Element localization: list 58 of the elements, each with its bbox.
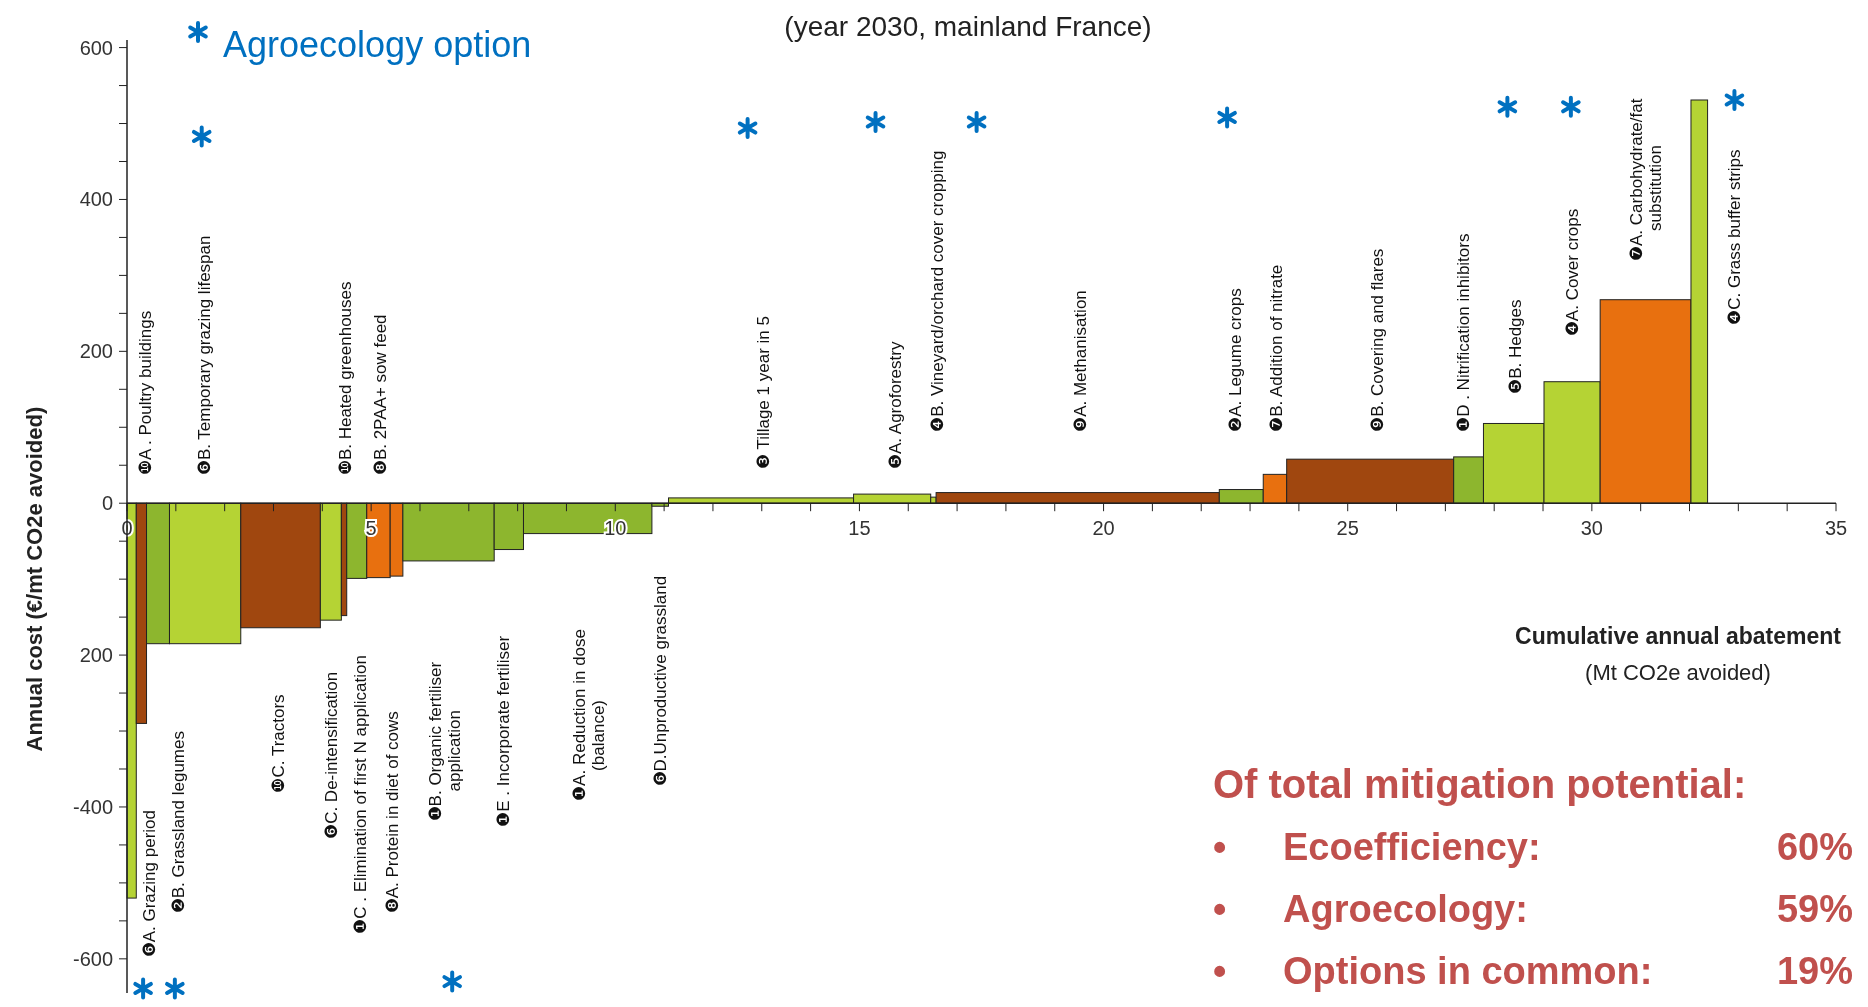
annotation: ❶A. Reduction in dose (balance)	[569, 628, 608, 801]
chart-subtitle: (year 2030, mainland France)	[784, 11, 1152, 42]
x-tick-label: 0	[121, 517, 133, 540]
annotation: ❻C. De-intensification	[321, 671, 341, 839]
annotation: ❾A. Methanisation	[1070, 290, 1090, 432]
annotation: ❶D . Nitrification inhibitors	[1453, 233, 1473, 432]
y-tick-label: 0	[101, 492, 113, 515]
text: • Options in common: 19%	[1213, 950, 1853, 992]
x-tick-label: 30	[1580, 517, 1603, 540]
legend-label: Agroecology option	[223, 23, 532, 65]
x-axis-title: Cumulative annual abatement (Mt CO2e avoided)	[1515, 623, 1842, 685]
y-tick-label: -600	[72, 947, 113, 970]
annotation: ❷A. Legume crops	[1225, 288, 1245, 432]
x-tick-label: 20	[1092, 517, 1115, 540]
text: • Agroecology: 59%	[1213, 888, 1853, 930]
annotation: ❻A. Grazing period	[139, 810, 159, 958]
y-tick-label: 200	[79, 644, 113, 667]
annotation: ❾B. Covering and flares	[1367, 248, 1387, 432]
point	[966, 111, 987, 134]
point	[1724, 88, 1745, 111]
x-tick-label: 25	[1336, 517, 1359, 540]
annotation: ❻B. Temporary grazing lifespan	[194, 235, 214, 476]
point	[1561, 95, 1581, 118]
annotation: ❺A. Agroforestry	[885, 341, 905, 470]
annotation: ❹C. Grass buffer strips	[1724, 149, 1744, 325]
y-tick-label: 600	[79, 36, 113, 59]
point	[737, 117, 758, 140]
annotation: Of total mitigation potential:	[1213, 762, 1747, 806]
annotation: ❹A. Cover crops	[1562, 208, 1582, 337]
annotation: ❶C . Elimination of first N application	[350, 655, 370, 934]
annotation: ❿A . Poultry buildings	[135, 310, 155, 476]
annotation: ❻D.Unproductive grassland	[650, 575, 670, 787]
y-tick-label: -400	[72, 795, 113, 818]
annotation: ❸ Tillage 1 year in 5	[753, 316, 773, 470]
point	[191, 125, 212, 148]
y-tick-label: 200	[79, 340, 113, 363]
y-axis-title: Annual cost (€/mt CO2e avoided)	[22, 406, 47, 752]
annotation: ❼A. Carbohydrate/fat substitution	[1626, 98, 1665, 261]
annotation: ❹B. Vineyard/orchard cover cropping	[927, 150, 947, 432]
point	[133, 977, 153, 1000]
y-tick-label: 400	[79, 188, 113, 211]
annotation: ❷B. Grassland legumes	[168, 731, 188, 914]
annotation: ❽A. Protein in diet of cows	[382, 711, 402, 914]
annotation: ❼B. Addition of nitrate	[1266, 264, 1286, 432]
text: • Ecoefficiency: 60%	[1213, 826, 1853, 868]
point	[865, 111, 886, 134]
point	[165, 977, 185, 1000]
point	[1217, 106, 1237, 129]
annotation: ❿B. Heated greenhouses	[335, 281, 355, 476]
x-tick-label: 35	[1824, 517, 1848, 540]
point	[1497, 95, 1518, 118]
x-tick-label: 15	[848, 517, 871, 540]
annotation: ❿C. Tractors	[268, 694, 288, 793]
annotation: ❶B. Organic fertiliser application	[425, 661, 464, 822]
annotation: ❶E . Incorporate fertiliser	[493, 635, 513, 827]
point	[442, 970, 462, 993]
annotation: ❺B. Hedges	[1505, 299, 1525, 394]
annotation: ❽B. 2PAA+ sow feed	[370, 314, 390, 476]
